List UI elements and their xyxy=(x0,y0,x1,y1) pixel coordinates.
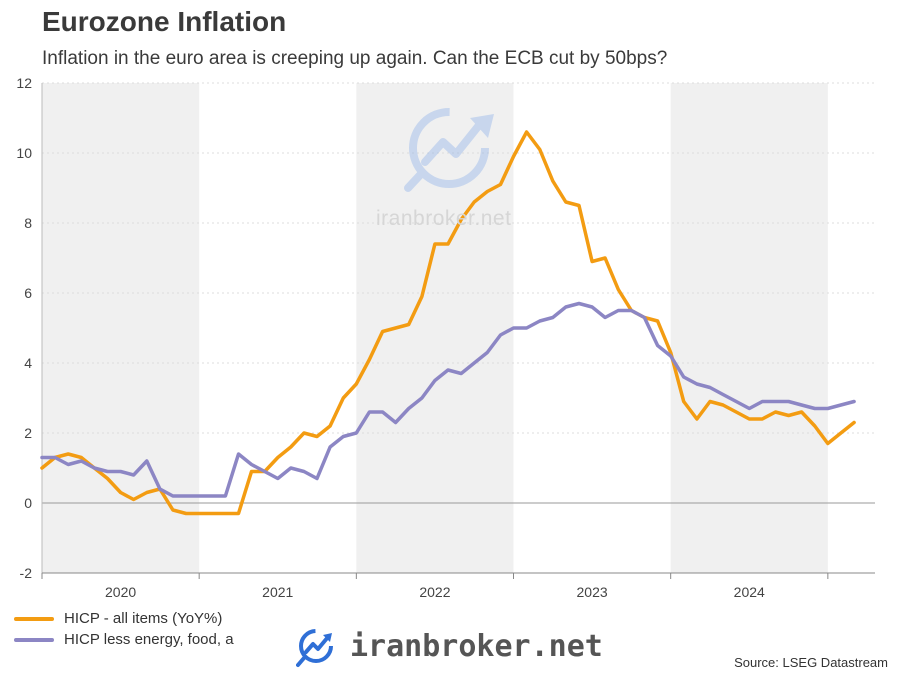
chart-legend: HICP - all items (YoY%) HICP less energy… xyxy=(14,608,234,650)
watermark-center-text: iranbroker.net xyxy=(376,207,512,230)
watermark-trend xyxy=(421,120,484,166)
y-axis-ticks: -2 0 2 4 6 8 10 12 xyxy=(16,75,32,581)
y-tick-label: 4 xyxy=(24,355,32,371)
y-tick-label: 10 xyxy=(16,145,32,161)
legend-label-hicp-core: HICP less energy, food, a xyxy=(64,631,234,648)
watermark-bottom: iranbroker.net xyxy=(296,624,603,668)
legend-swatch-hicp-all xyxy=(14,616,54,621)
y-tick-label: 2 xyxy=(24,425,32,441)
source-note: Source: LSEG Datastream xyxy=(734,655,888,670)
legend-swatch-hicp-core xyxy=(14,637,54,642)
year-bands xyxy=(42,83,828,573)
watermark-logo-icon xyxy=(296,629,333,667)
legend-item-hicp-core: HICP less energy, food, a xyxy=(14,629,234,650)
year-band-0 xyxy=(42,83,200,573)
y-tick-label: 12 xyxy=(16,75,32,91)
watermark-arrow xyxy=(470,114,494,138)
chart-title: Eurozone Inflation xyxy=(42,6,287,37)
series-line-0 xyxy=(40,130,856,516)
watermark-bottom-text: iranbroker.net xyxy=(350,628,603,664)
series-line-1 xyxy=(40,301,856,498)
watermark-logo-icon xyxy=(404,108,494,192)
x-tick-label: 2024 xyxy=(734,584,765,600)
year-band-1 xyxy=(356,83,514,573)
x-tick-label: 2023 xyxy=(577,584,608,600)
x-tick-label: 2022 xyxy=(419,584,450,600)
series-lines xyxy=(40,130,856,516)
x-axis-ticks: 2020 2021 2022 2023 2024 xyxy=(41,573,829,600)
year-band-2 xyxy=(670,83,828,573)
y-tick-label: 6 xyxy=(24,285,32,301)
legend-label-hicp-all: HICP - all items (YoY%) xyxy=(64,610,223,627)
y-tick-label: 0 xyxy=(24,495,32,511)
x-tick-label: 2020 xyxy=(105,584,136,600)
y-tick-label: -2 xyxy=(20,565,33,581)
chart-subtitle: Inflation in the euro area is creeping u… xyxy=(42,48,668,69)
watermark-ring xyxy=(409,108,489,188)
y-tick-label: 8 xyxy=(24,215,32,231)
x-tick-label: 2021 xyxy=(262,584,293,600)
legend-item-hicp-all: HICP - all items (YoY%) xyxy=(14,608,234,629)
watermark-handle xyxy=(404,170,425,192)
